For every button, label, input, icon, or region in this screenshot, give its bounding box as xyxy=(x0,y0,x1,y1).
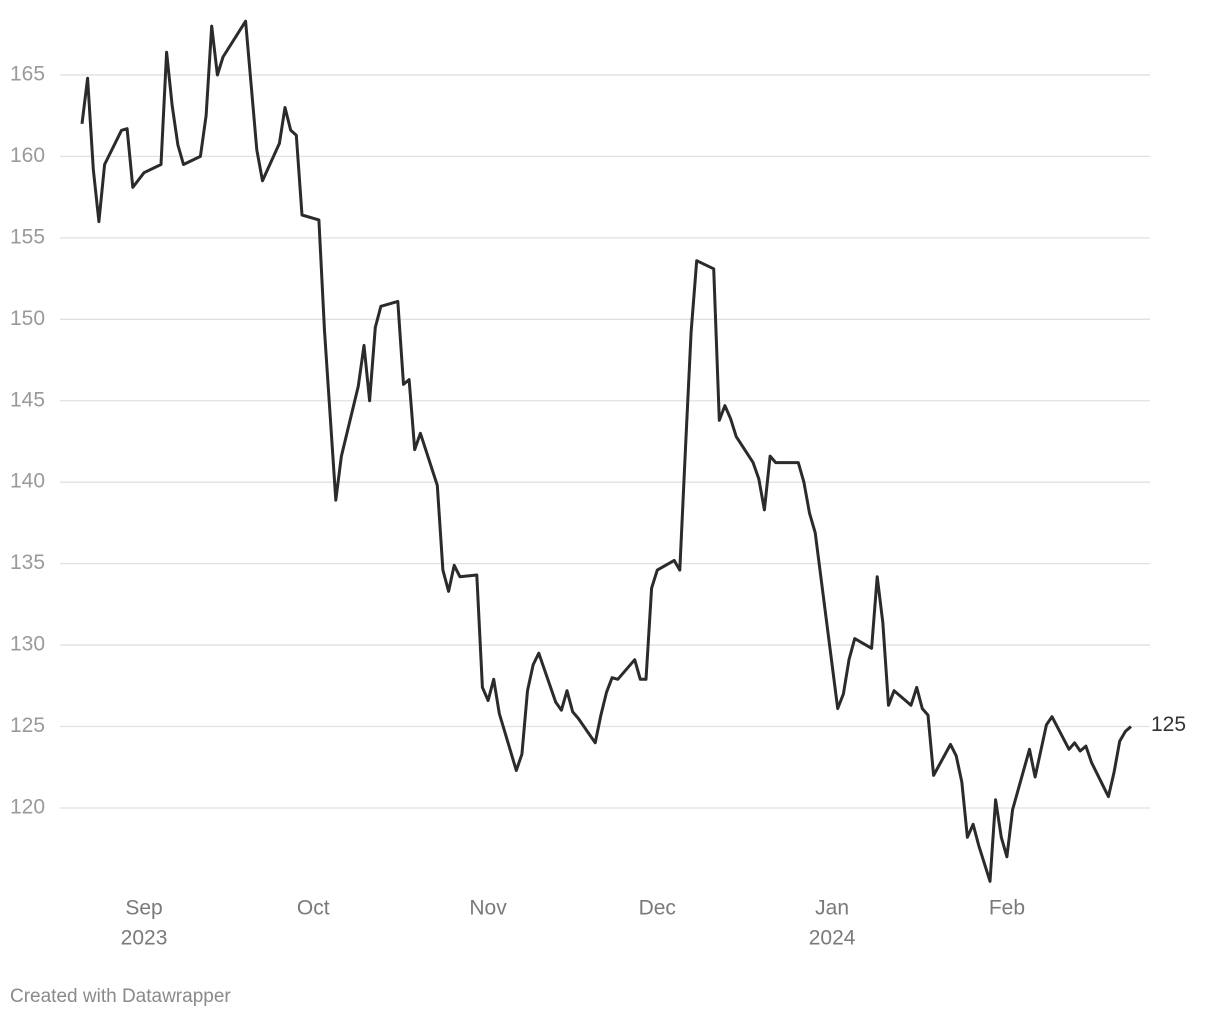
x-tick-year-label: 2024 xyxy=(809,927,856,950)
y-tick-label: 160 xyxy=(10,144,45,167)
footer: Created with Datawrapper xyxy=(10,986,231,1007)
y-tick-label: 165 xyxy=(10,63,45,86)
price-line xyxy=(80,19,1132,883)
x-tick-label: Nov xyxy=(469,897,507,920)
y-tick-label: 120 xyxy=(10,796,45,819)
y-tick-label: 125 xyxy=(10,714,45,737)
x-tick-label: Sep xyxy=(125,897,162,920)
y-tick-label: 135 xyxy=(10,551,45,574)
y-tick-label: 145 xyxy=(10,388,45,411)
x-tick-year-label: 2023 xyxy=(121,927,168,950)
x-tick-label: Oct xyxy=(297,897,330,920)
y-tick-label: 155 xyxy=(10,225,45,248)
x-tick-label: Jan xyxy=(815,897,849,920)
y-tick-label: 150 xyxy=(10,307,45,330)
value-label: 125 xyxy=(1151,713,1186,736)
x-tick-label: Feb xyxy=(989,897,1025,920)
y-tick-label: 130 xyxy=(10,633,45,656)
y-tick-label: 140 xyxy=(10,470,45,493)
x-tick-label: Dec xyxy=(639,897,676,920)
